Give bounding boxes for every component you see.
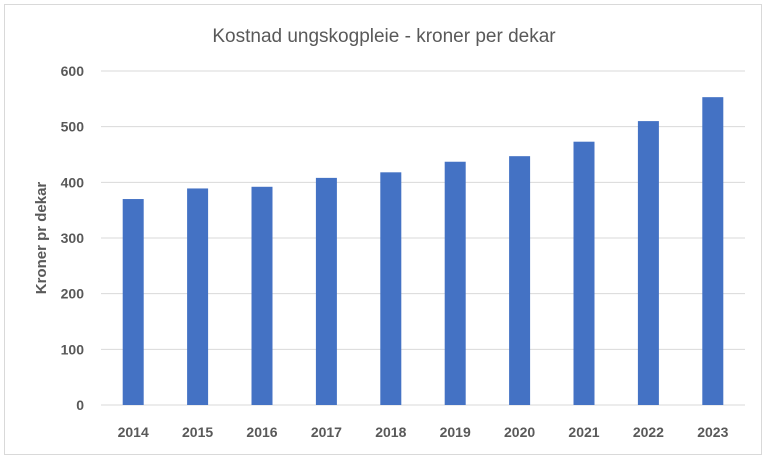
y-tick-label: 300 (61, 230, 85, 246)
x-tick-label: 2017 (311, 424, 342, 440)
x-tick-label: 2018 (375, 424, 406, 440)
x-tick-label: 2016 (246, 424, 277, 440)
x-tick-label: 2019 (440, 424, 471, 440)
bar-2018 (380, 172, 402, 405)
x-tick-label: 2014 (118, 424, 149, 440)
y-tick-label: 200 (61, 286, 85, 302)
bar-2015 (187, 188, 209, 405)
bar-2022 (637, 121, 659, 405)
x-tick-label: 2021 (568, 424, 599, 440)
y-tick-label: 400 (61, 174, 85, 190)
y-axis-ticks: 0 100 200 300 400 500 600 (61, 63, 85, 413)
gridlines (101, 70, 745, 406)
y-tick-label: 100 (61, 341, 85, 357)
x-tick-label: 2015 (182, 424, 213, 440)
bar-2019 (444, 161, 466, 405)
x-tick-label: 2020 (504, 424, 535, 440)
y-tick-label: 600 (61, 63, 85, 79)
bar-2020 (509, 156, 531, 405)
x-axis-ticks: 2014 2015 2016 2017 2018 2019 2020 2021 2022 2023 (118, 424, 729, 440)
bar-2016 (251, 186, 273, 405)
y-tick-label: 0 (76, 397, 84, 413)
bar-2017 (315, 177, 337, 405)
bar-2021 (573, 141, 595, 406)
x-tick-label: 2023 (697, 424, 728, 440)
y-axis-title: Kroner pr dekar (33, 182, 50, 295)
chart-title: Kostnad ungskogpleie - kroner per dekar (212, 26, 556, 47)
x-tick-label: 2022 (633, 424, 664, 440)
y-tick-label: 500 (61, 119, 85, 135)
bar-2014 (122, 199, 144, 405)
bars (122, 97, 724, 406)
bar-2023 (702, 97, 724, 405)
